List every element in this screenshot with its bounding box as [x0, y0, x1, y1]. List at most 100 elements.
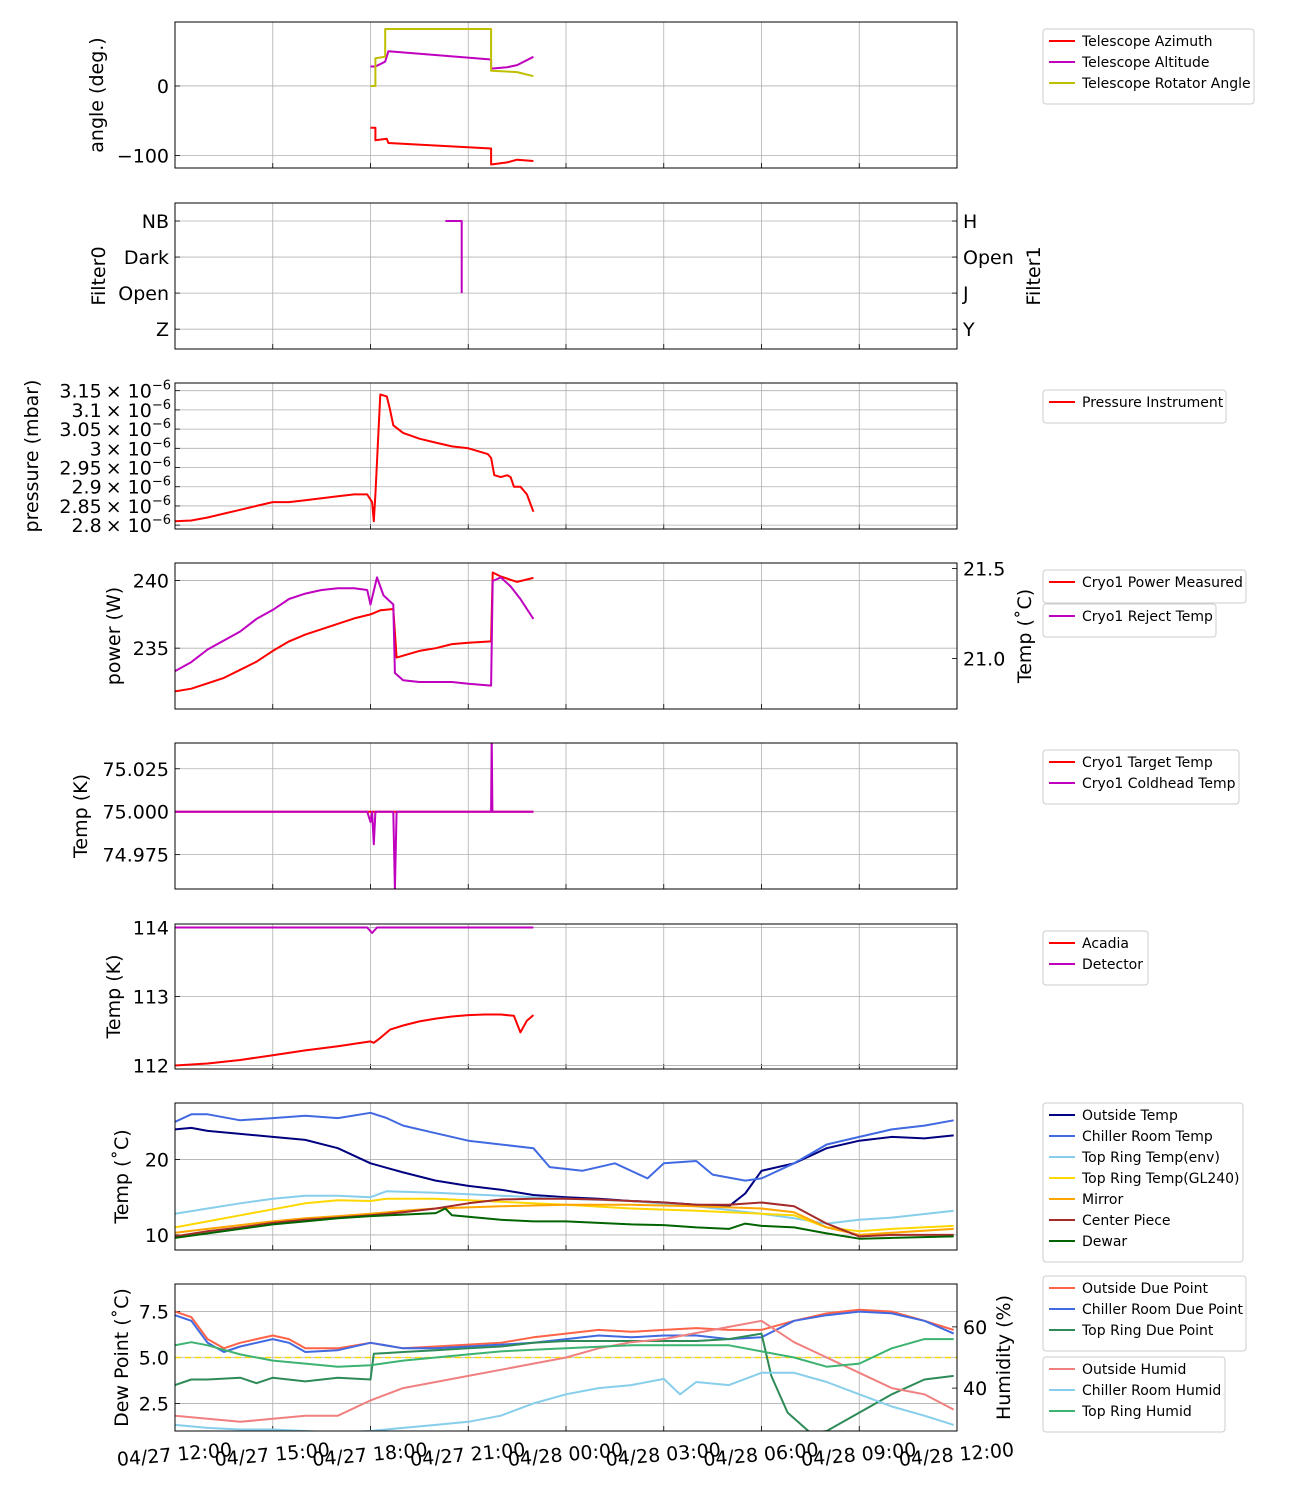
y-tick-mantissa: 2.8: [71, 515, 101, 537]
series-line-telescope-azimuth: [370, 126, 534, 166]
series-line-telescope-rotator-angle: [370, 28, 534, 87]
y-tick-mantissa: 3.05: [59, 419, 101, 441]
series-line-cryo1-reject-temp: [175, 576, 535, 687]
y-tick-label: 235: [133, 638, 169, 660]
y-tick-times-ten: × 10: [106, 477, 152, 499]
y-tick-label: Dark: [124, 247, 169, 269]
y-axis-label: Dew Point (˚C): [111, 1288, 133, 1427]
y2-axis-label: Filter1: [1023, 246, 1045, 305]
plot-frame: [174, 202, 958, 350]
legend-box: [1042, 28, 1255, 105]
series-line-outside-temp: [175, 1126, 954, 1208]
plots-layer: 0 −100 angle (deg.) Telescope Azimuth Telesc…: [21, 21, 1255, 1471]
y-tick-label: 20: [145, 1150, 169, 1172]
y-axis-label: angle (deg.): [86, 37, 108, 152]
plot-frame: [174, 21, 958, 169]
y-tick-label: 2.9 × 10−6: [71, 475, 171, 499]
y-tick-label: 3.05 × 10−6: [59, 417, 171, 441]
y-tick-label: 75.000: [103, 802, 169, 824]
y-tick-exponent: −6: [152, 379, 171, 394]
y2-tick-label: Y: [962, 319, 975, 341]
series-line-acadia: [175, 1013, 535, 1067]
y-tick-label: 112: [133, 1056, 169, 1078]
y2-tick-label: H: [963, 211, 977, 233]
y-tick-times-ten: × 10: [106, 438, 152, 460]
legend-entry: Outside Due Point: [1082, 1281, 1209, 1297]
legend-entry: Outside Temp: [1082, 1108, 1178, 1124]
y-tick-exponent: −6: [152, 436, 171, 451]
y-tick-mantissa: 2.95: [59, 458, 101, 480]
y-tick-times-ten: × 10: [106, 419, 152, 441]
panel-p2: NB Dark Open Z H Open JY Filter0 Filter1: [88, 202, 1045, 350]
plot-frame: [174, 1102, 958, 1251]
legend-entry: Top Ring Temp(env): [1081, 1150, 1220, 1166]
y-tick-times-ten: × 10: [106, 496, 152, 518]
legend-entry: Pressure Instrument: [1082, 395, 1224, 411]
y2-tick-label: Open: [963, 247, 1014, 269]
legend-entry: Telescope Azimuth: [1081, 34, 1212, 50]
y-tick-label: −100: [117, 145, 169, 167]
panel-p6: 114 113 112 Temp (K) Acadia Detector: [103, 917, 1149, 1078]
series-line-chiller-room-humid: [175, 1371, 954, 1431]
legend-box: [1042, 603, 1217, 638]
series-line-top-ring-due-point: [175, 1332, 954, 1431]
legend-entry: Outside Humid: [1082, 1362, 1186, 1378]
panel-p5: 75.025 75.000 74.975 Temp (K) Cryo1 Target T…: [70, 742, 1240, 890]
legend-entry: Top Ring Due Point: [1081, 1323, 1214, 1339]
y-tick-times-ten: × 10: [106, 515, 152, 537]
y-tick-label: 5.0: [139, 1348, 169, 1370]
y2-tick-label: 40: [963, 1378, 987, 1400]
y-tick-label: 240: [133, 571, 169, 593]
y-axis-label: pressure (mbar): [21, 380, 43, 533]
y-tick-exponent: −6: [152, 398, 171, 413]
y-axis-label: Temp (˚C): [111, 1129, 133, 1224]
y-axis-label: Filter0: [88, 246, 110, 305]
legend-entry: Top Ring Temp(GL240): [1081, 1171, 1240, 1187]
legend-box: [1042, 749, 1240, 805]
y-tick-label: 113: [133, 987, 169, 1009]
legend-entry: Dewar: [1082, 1234, 1127, 1250]
y2-tick-label: 21.0: [963, 649, 1005, 671]
y-tick-mantissa: 3.15: [59, 381, 101, 403]
y-tick-label: 2.5: [139, 1393, 169, 1415]
y-tick-label: 0: [157, 76, 169, 98]
y-tick-label: 75.025: [103, 759, 169, 781]
legend-box: [1042, 1356, 1226, 1433]
y-tick-times-ten: × 10: [106, 400, 152, 422]
legend-entry: Telescope Rotator Angle: [1081, 76, 1251, 92]
legend-box: [1042, 569, 1247, 604]
plot-frame: [174, 382, 958, 530]
y-tick-exponent: −6: [152, 475, 171, 490]
plot-frame: [174, 562, 958, 710]
legend-box: [1042, 389, 1227, 424]
plot-frame: [174, 923, 958, 1070]
legend-entry: Center Piece: [1082, 1213, 1171, 1229]
y-tick-label: 2.85 × 10−6: [59, 494, 171, 518]
series-line-outside-humid: [175, 1319, 955, 1423]
y-tick-label: 3.1 × 10−6: [71, 398, 171, 422]
legend-entry: Chiller Room Humid: [1082, 1383, 1221, 1399]
y-tick-exponent: −6: [152, 417, 171, 432]
series-line-top-ring-humid: [175, 1338, 954, 1368]
legend-entry: Detector: [1082, 957, 1143, 973]
legend-entry: Acadia: [1082, 936, 1129, 952]
y-tick-mantissa: 3: [90, 438, 102, 460]
series-line-chiller-room-temp: [175, 1111, 954, 1182]
panel-p7: 20 10 Temp (˚C) Outside Temp Chiller Room Te…: [111, 1102, 1244, 1263]
y-tick-label: Z: [156, 319, 169, 341]
y-tick-exponent: −6: [152, 456, 171, 471]
y2-tick-label: 60: [963, 1317, 987, 1339]
y-tick-label: 3 × 10−6: [90, 436, 171, 460]
y-tick-mantissa: 2.9: [71, 477, 101, 499]
series-line-pressure-instrument: [175, 393, 535, 523]
y-tick-mantissa: 3.1: [71, 400, 101, 422]
legend-entry: Cryo1 Target Temp: [1082, 755, 1213, 771]
series-line-cryo1-coldhead-temp: [175, 743, 534, 889]
y-tick-label: Open: [118, 283, 169, 305]
series-line-dewar: [175, 1207, 954, 1240]
y-tick-label: 2.8 × 10−6: [71, 513, 171, 537]
y-tick-label: 7.5: [139, 1302, 169, 1324]
y-tick-mantissa: 2.85: [59, 496, 101, 518]
y2-tick-label: 21.5: [963, 558, 1005, 580]
